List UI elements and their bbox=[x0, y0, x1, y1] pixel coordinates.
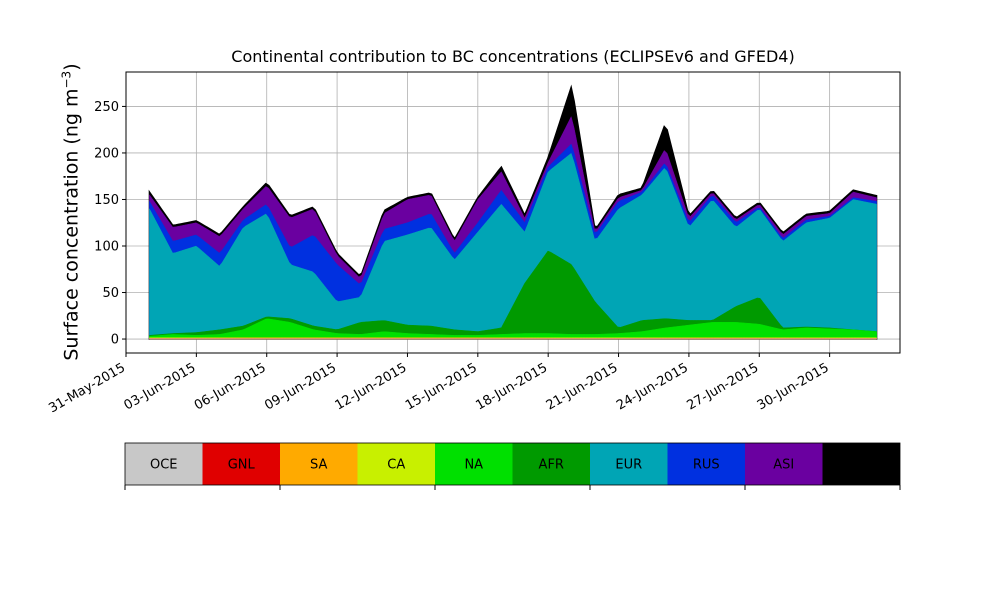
legend-label-asi: ASI bbox=[773, 458, 794, 473]
chart-title: Continental contribution to BC concentra… bbox=[126, 47, 900, 66]
legend-label-afr: AFR bbox=[539, 458, 564, 473]
y-tick-label: 150 bbox=[94, 193, 119, 208]
y-tick-label: 100 bbox=[94, 239, 119, 254]
y-axis-label-close: ) bbox=[61, 63, 83, 70]
x-tick-label: 06-Jun-2015 bbox=[192, 360, 269, 413]
legend-label-sa: SA bbox=[310, 458, 327, 473]
x-tick-label: 31-May-2015 bbox=[46, 360, 128, 416]
legend-label-oce: OCE bbox=[150, 458, 178, 473]
x-tick-label: 27-Jun-2015 bbox=[684, 360, 761, 413]
x-tick-label: 12-Jun-2015 bbox=[333, 360, 410, 413]
x-tick-label: 30-Jun-2015 bbox=[755, 360, 832, 413]
x-tick-label: 09-Jun-2015 bbox=[262, 360, 339, 413]
x-tick-label: 18-Jun-2015 bbox=[473, 360, 550, 413]
x-axis: 31-May-201503-Jun-201506-Jun-201509-Jun-… bbox=[46, 353, 831, 416]
x-tick-label: 15-Jun-2015 bbox=[403, 360, 480, 413]
legend-colorbar: OCE GNL SA CA NA AFR EUR RUS ASI AUS bbox=[125, 443, 900, 490]
y-axis-label-exponent: −3 bbox=[59, 71, 73, 89]
y-axis-label-text: Surface concentration (ng m bbox=[61, 89, 83, 361]
x-tick-label: 24-Jun-2015 bbox=[614, 360, 691, 413]
legend-label-eur: EUR bbox=[615, 458, 642, 473]
y-tick-label: 50 bbox=[102, 286, 119, 301]
x-tick-label: 21-Jun-2015 bbox=[544, 360, 621, 413]
legend-label-na: NA bbox=[464, 458, 483, 473]
y-axis: 0 50 100 150 200 250 bbox=[94, 100, 126, 348]
legend-label-gnl: GNL bbox=[228, 458, 256, 473]
y-tick-label: 250 bbox=[94, 100, 119, 115]
x-tick-label: 03-Jun-2015 bbox=[122, 360, 199, 413]
y-axis-label: Surface concentration (ng m−3) bbox=[59, 63, 82, 360]
y-tick-label: 200 bbox=[94, 146, 119, 161]
legend-label-aus: AUS bbox=[848, 458, 875, 473]
legend-label-ca: CA bbox=[387, 458, 405, 473]
y-tick-label: 0 bbox=[111, 333, 119, 348]
legend-label-rus: RUS bbox=[693, 458, 720, 473]
